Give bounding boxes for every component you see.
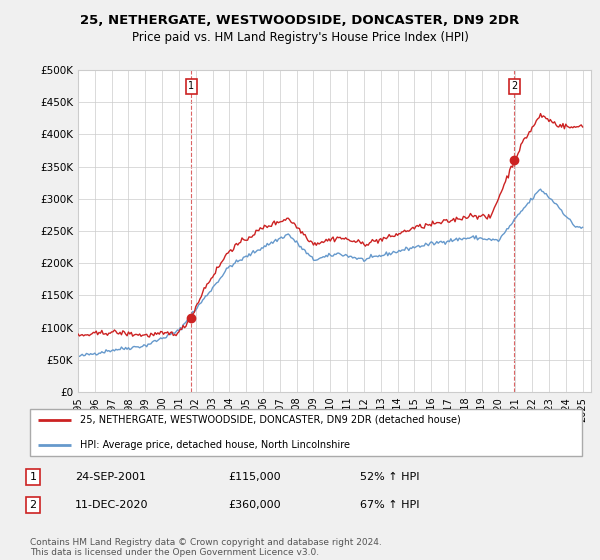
Text: 25, NETHERGATE, WESTWOODSIDE, DONCASTER, DN9 2DR (detached house): 25, NETHERGATE, WESTWOODSIDE, DONCASTER,… [80,415,460,424]
Text: HPI: Average price, detached house, North Lincolnshire: HPI: Average price, detached house, Nort… [80,440,350,450]
Text: 24-SEP-2001: 24-SEP-2001 [75,472,146,482]
Text: 67% ↑ HPI: 67% ↑ HPI [360,500,419,510]
Text: 52% ↑ HPI: 52% ↑ HPI [360,472,419,482]
Text: 25, NETHERGATE, WESTWOODSIDE, DONCASTER, DN9 2DR: 25, NETHERGATE, WESTWOODSIDE, DONCASTER,… [80,14,520,27]
Text: Price paid vs. HM Land Registry's House Price Index (HPI): Price paid vs. HM Land Registry's House … [131,31,469,44]
Text: Contains HM Land Registry data © Crown copyright and database right 2024.
This d: Contains HM Land Registry data © Crown c… [30,538,382,557]
Text: 2: 2 [511,81,517,91]
FancyBboxPatch shape [30,409,582,456]
Text: £360,000: £360,000 [228,500,281,510]
Text: £115,000: £115,000 [228,472,281,482]
Text: 11-DEC-2020: 11-DEC-2020 [75,500,149,510]
Text: 2: 2 [29,500,37,510]
Text: 1: 1 [29,472,37,482]
Text: 1: 1 [188,81,194,91]
